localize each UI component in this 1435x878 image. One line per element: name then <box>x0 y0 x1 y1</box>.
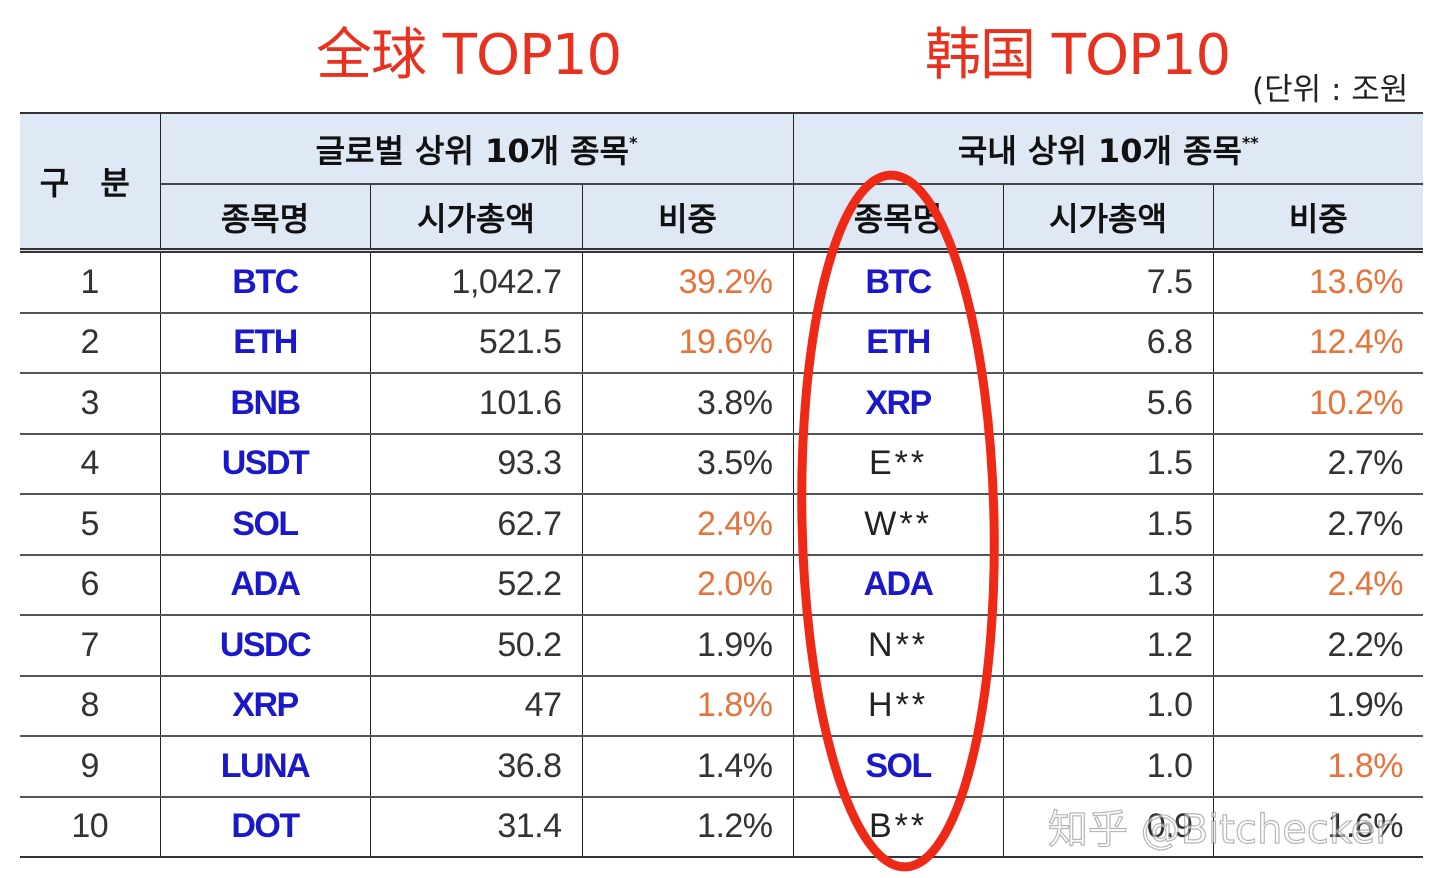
category-header: 구 분 <box>20 112 161 253</box>
global-group-label: 글로벌 상위 10개 종목 <box>315 131 630 170</box>
rank-cell: 9 <box>20 735 161 797</box>
global-coin-name: XRP <box>159 674 371 737</box>
table-row: 1 BTC 1,042.7 39.2% BTC 7.5 13.6% <box>20 249 1424 313</box>
domestic-market-cap: 6.8 <box>1002 311 1214 374</box>
global-market-cap: 62.7 <box>369 493 583 555</box>
global-market-cap: 50.2 <box>369 614 583 676</box>
domestic-coin-name: W** <box>792 493 1004 555</box>
domestic-market-cap: 1.0 <box>1002 735 1214 797</box>
table-row: 6 ADA 52.2 2.0% ADA 1.3 2.4% <box>20 553 1424 616</box>
global-coin-name: DOT <box>159 795 371 858</box>
global-market-cap: 31.4 <box>369 795 583 858</box>
rank-cell: 7 <box>20 614 161 676</box>
domestic-coin-name: B** <box>792 795 1004 858</box>
domestic-share: 1.9% <box>1212 674 1424 737</box>
crypto-top10-table: 구 분 글로벌 상위 10개 종목* 국내 상위 10개 종목** 종목명 시가… <box>20 112 1424 858</box>
global-coin-name: BTC <box>159 249 371 313</box>
domestic-cap-header: 시가총액 <box>1002 184 1214 253</box>
global-share: 39.2% <box>581 249 794 313</box>
domestic-share: 1.6% <box>1212 795 1424 858</box>
rank-cell: 3 <box>20 372 161 434</box>
global-group-header: 글로벌 상위 10개 종목* <box>159 112 794 185</box>
domestic-group-label: 국내 상위 10개 종목 <box>957 131 1242 170</box>
table-row: 5 SOL 62.7 2.4% W** 1.5 2.7% <box>20 493 1424 555</box>
global-coin-name: ADA <box>159 553 371 616</box>
domestic-share: 13.6% <box>1212 249 1424 313</box>
domestic-coin-name: ETH <box>792 311 1004 374</box>
domestic-share: 12.4% <box>1212 311 1424 374</box>
global-share: 1.9% <box>581 614 794 676</box>
global-share: 3.5% <box>581 432 794 495</box>
domestic-market-cap: 0.9 <box>1002 795 1214 858</box>
global-market-cap: 47 <box>369 674 583 737</box>
domestic-name-header: 종목명 <box>792 184 1004 253</box>
unit-note: (단위 : 조원 <box>1252 72 1409 108</box>
table-row: 3 BNB 101.6 3.8% XRP 5.6 10.2% <box>20 372 1424 434</box>
rank-cell: 10 <box>20 795 161 858</box>
global-market-cap: 36.8 <box>369 735 583 797</box>
domestic-coin-name: ADA <box>792 553 1004 616</box>
table-body: 1 BTC 1,042.7 39.2% BTC 7.5 13.6% 2 ETH 521.5 19.6… <box>20 249 1424 858</box>
rank-cell: 8 <box>20 674 161 737</box>
domestic-market-cap: 5.6 <box>1002 372 1214 434</box>
domestic-market-cap: 1.5 <box>1002 432 1214 495</box>
table-row: 4 USDT 93.3 3.5% E** 1.5 2.7% <box>20 432 1424 495</box>
global-share: 1.2% <box>581 795 794 858</box>
global-coin-name: USDC <box>159 614 371 676</box>
domestic-market-cap: 7.5 <box>1002 249 1214 313</box>
table-row: 8 XRP 47 1.8% H** 1.0 1.9% <box>20 674 1424 737</box>
global-market-cap: 52.2 <box>369 553 583 616</box>
global-share: 2.4% <box>581 493 794 555</box>
rank-cell: 6 <box>20 553 161 616</box>
table-row: 10 DOT 31.4 1.2% B** 0.9 1.6% <box>20 795 1424 858</box>
global-market-cap: 1,042.7 <box>369 249 583 313</box>
rank-cell: 1 <box>20 249 161 313</box>
global-coin-name: ETH <box>159 311 371 374</box>
global-cap-header: 시가총액 <box>369 184 583 253</box>
domestic-market-cap: 1.3 <box>1002 553 1214 616</box>
global-share: 3.8% <box>581 372 794 434</box>
domestic-share: 2.2% <box>1212 614 1424 676</box>
global-top10-title: 全球 TOP10 <box>316 23 622 88</box>
table-row: 9 LUNA 36.8 1.4% SOL 1.0 1.8% <box>20 735 1424 797</box>
global-market-cap: 101.6 <box>369 372 583 434</box>
global-market-cap: 521.5 <box>369 311 583 374</box>
domestic-share: 2.4% <box>1212 553 1424 616</box>
domestic-market-cap: 1.2 <box>1002 614 1214 676</box>
domestic-coin-name: SOL <box>792 735 1004 797</box>
footnote-mark: * <box>629 132 638 152</box>
domestic-coin-name: BTC <box>792 249 1004 313</box>
global-coin-name: SOL <box>159 493 371 555</box>
domestic-coin-name: H** <box>792 674 1004 737</box>
footnote-mark: ** <box>1241 132 1259 152</box>
domestic-share: 1.8% <box>1212 735 1424 797</box>
korea-top10-title: 韩国 TOP10 <box>925 23 1231 88</box>
rank-cell: 4 <box>20 432 161 495</box>
global-share-header: 비중 <box>581 184 794 253</box>
rank-cell: 5 <box>20 493 161 555</box>
domestic-share-header: 비중 <box>1212 184 1424 253</box>
domestic-coin-name: XRP <box>792 372 1004 434</box>
domestic-coin-name: N** <box>792 614 1004 676</box>
domestic-market-cap: 1.0 <box>1002 674 1214 737</box>
global-share: 1.8% <box>581 674 794 737</box>
domestic-market-cap: 1.5 <box>1002 493 1214 555</box>
domestic-group-header: 국내 상위 10개 종목** <box>792 112 1424 185</box>
rank-cell: 2 <box>20 311 161 374</box>
global-market-cap: 93.3 <box>369 432 583 495</box>
domestic-share: 10.2% <box>1212 372 1424 434</box>
domestic-coin-name: E** <box>792 432 1004 495</box>
global-coin-name: USDT <box>159 432 371 495</box>
domestic-share: 2.7% <box>1212 432 1424 495</box>
global-name-header: 종목명 <box>159 184 371 253</box>
global-share: 19.6% <box>581 311 794 374</box>
global-coin-name: LUNA <box>159 735 371 797</box>
table-row: 2 ETH 521.5 19.6% ETH 6.8 12.4% <box>20 311 1424 374</box>
domestic-share: 2.7% <box>1212 493 1424 555</box>
global-share: 1.4% <box>581 735 794 797</box>
global-share: 2.0% <box>581 553 794 616</box>
table-row: 7 USDC 50.2 1.9% N** 1.2 2.2% <box>20 614 1424 676</box>
global-coin-name: BNB <box>159 372 371 434</box>
